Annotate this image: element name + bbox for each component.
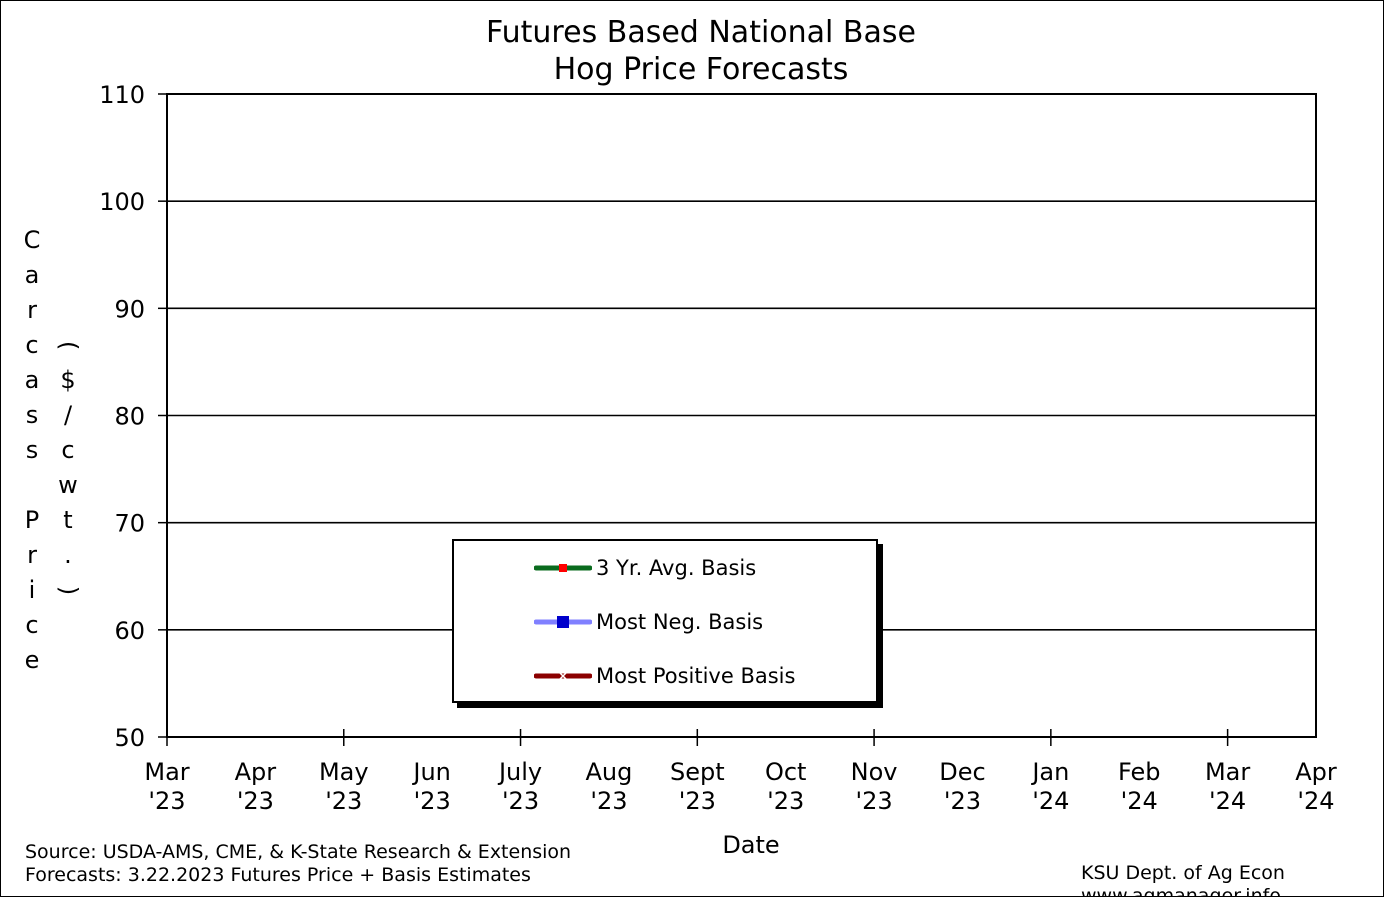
x-tick-label-month-6: Sept xyxy=(670,758,725,786)
x-tick-label-month-5: Aug xyxy=(585,758,632,786)
x-tick-label-year-11: '24 xyxy=(1121,787,1158,815)
x-tick-label-month-2: May xyxy=(319,758,369,786)
y-tick-label-70: 70 xyxy=(114,510,145,538)
y-axis-unit-label: ($ / c w t.) xyxy=(54,340,83,596)
x-tick-label-month-11: Feb xyxy=(1118,758,1161,786)
x-tick-label-year-0: '23 xyxy=(148,787,185,815)
x-tick-label-month-4: July xyxy=(497,758,542,786)
forecast-note: Forecasts: 3.22.2023 Futures Price + Bas… xyxy=(25,864,531,886)
y-tick-label-90: 90 xyxy=(114,295,145,323)
x-tick-label-month-9: Dec xyxy=(939,758,985,786)
legend-label-pos-basis: Most Positive Basis xyxy=(596,664,796,688)
x-tick-label-year-13: '24 xyxy=(1297,787,1334,815)
source-note: Source: USDA-AMS, CME, & K-State Researc… xyxy=(25,841,572,863)
legend: 3 Yr. Avg. Basis Most Neg. Basis Most Po… xyxy=(452,539,878,703)
legend-item-avg-basis: 3 Yr. Avg. Basis xyxy=(534,553,756,583)
legend-label-avg-basis: 3 Yr. Avg. Basis xyxy=(596,556,757,580)
x-tick-label-month-3: Jun xyxy=(411,758,451,786)
website-credit: www.agmanager.info xyxy=(1081,885,1281,897)
y-tick-label-80: 80 xyxy=(114,403,145,431)
x-tick-label-year-7: '23 xyxy=(767,787,804,815)
y-tick-label-60: 60 xyxy=(114,617,145,645)
dept-credit: KSU Dept. of Ag Econ xyxy=(1081,862,1285,884)
legend-swatch-neg-basis xyxy=(534,607,592,637)
x-tick-label-year-3: '23 xyxy=(414,787,451,815)
legend-label-neg-basis: Most Neg. Basis xyxy=(596,610,764,634)
x-tick-label-year-5: '23 xyxy=(590,787,627,815)
x-tick-label-month-0: Mar xyxy=(144,758,189,786)
x-tick-label-year-9: '23 xyxy=(944,787,981,815)
legend-item-neg-basis: Most Neg. Basis xyxy=(534,607,763,637)
x-tick-label-year-10: '24 xyxy=(1032,787,1069,815)
x-tick-label-month-1: Apr xyxy=(235,758,277,786)
y-tick-label-100: 100 xyxy=(99,188,145,216)
x-tick-label-month-12: Mar xyxy=(1205,758,1250,786)
x-tick-label-month-10: Jan xyxy=(1030,758,1069,786)
chart-title-line-2: Hog Price Forecasts xyxy=(553,52,849,87)
legend-item-pos-basis: Most Positive Basis xyxy=(534,661,795,691)
x-tick-label-year-2: '23 xyxy=(325,787,362,815)
legend-swatch-pos-basis xyxy=(534,661,592,691)
y-tick-label-50: 50 xyxy=(114,724,145,752)
legend-swatch-avg-basis xyxy=(534,553,592,583)
x-tick-label-year-8: '23 xyxy=(856,787,893,815)
x-tick-label-year-4: '23 xyxy=(502,787,539,815)
x-tick-label-year-12: '24 xyxy=(1209,787,1246,815)
chart-title-line-1: Futures Based National Base xyxy=(486,15,916,50)
x-tick-label-year-1: '23 xyxy=(237,787,274,815)
x-tick-label-month-8: Nov xyxy=(851,758,898,786)
x-tick-label-year-6: '23 xyxy=(679,787,716,815)
x-axis-label: Date xyxy=(722,831,780,859)
x-tick-label-month-13: Apr xyxy=(1295,758,1337,786)
x-tick-label-month-7: Oct xyxy=(765,758,807,786)
y-tick-label-110: 110 xyxy=(99,81,145,109)
